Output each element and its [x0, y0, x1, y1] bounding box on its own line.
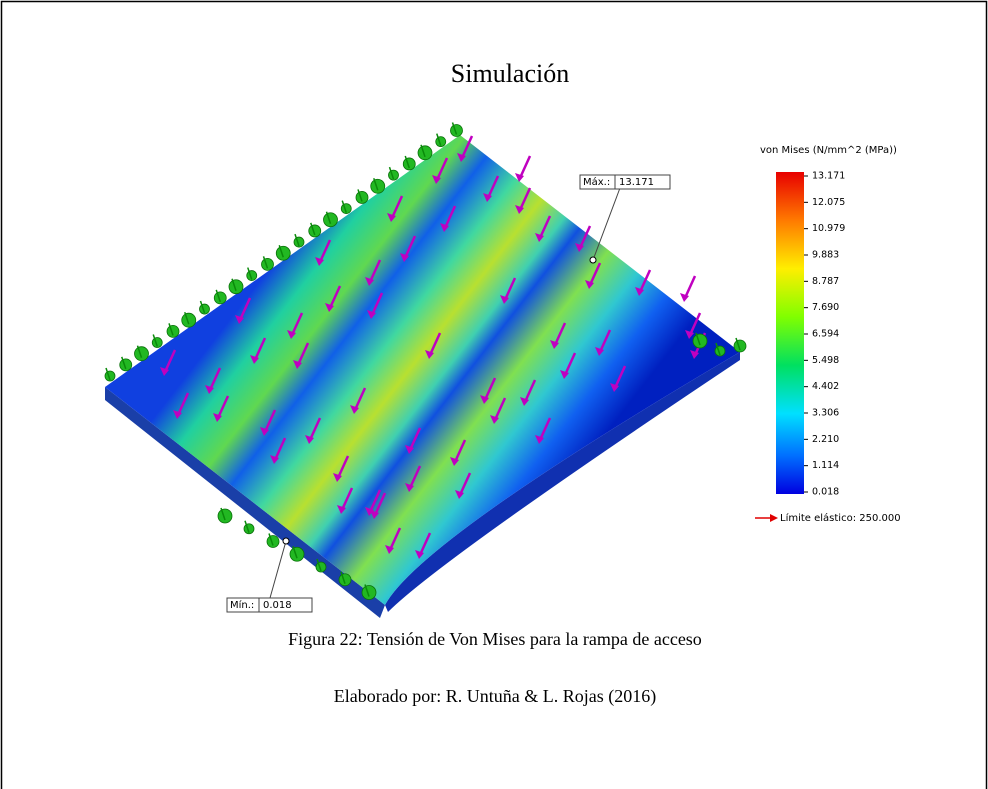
legend-tick-label: 6.594: [812, 329, 839, 340]
yield-label: Límite elástico: 250.000: [780, 512, 901, 524]
support: [214, 292, 226, 304]
legend-tick-label: 3.306: [812, 408, 839, 419]
support: [290, 547, 304, 561]
legend-title: von Mises (N/mm^2 (MPa)): [760, 145, 897, 156]
support: [182, 313, 196, 327]
load-arrow: [520, 156, 530, 178]
support: [362, 586, 376, 600]
legend-tick-label: 5.498: [812, 355, 839, 366]
support: [693, 334, 707, 348]
legend-tick-label: 8.787: [812, 276, 839, 287]
max-point: [590, 257, 596, 263]
support: [167, 325, 179, 337]
yield-arrow-head: [770, 514, 778, 522]
support: [276, 246, 290, 260]
plate: [105, 135, 740, 605]
credit: Elaborado por: R. Untuña & L. Rojas (201…: [334, 686, 656, 707]
support: [451, 124, 463, 136]
support: [120, 359, 132, 371]
figure: Simulación von Mises (N/mm^2 (MPa)) 13.1…: [0, 0, 988, 789]
support: [229, 280, 243, 294]
min-label: Mín.:: [230, 599, 254, 611]
support: [262, 258, 274, 270]
caption: Figura 22: Tensión de Von Mises para la …: [288, 629, 702, 649]
legend-tick-label: 0.018: [812, 487, 839, 498]
min-leader: [270, 541, 286, 598]
support: [324, 213, 338, 227]
title: Simulación: [451, 59, 569, 88]
support: [356, 191, 368, 203]
min-point: [283, 538, 289, 544]
support: [135, 347, 149, 361]
legend-tick-label: 10.979: [812, 223, 845, 234]
min-value: 0.018: [263, 600, 292, 611]
legend-tick-label: 13.171: [812, 171, 845, 182]
legend-tick-label: 12.075: [812, 197, 845, 208]
support: [734, 340, 746, 352]
support: [218, 509, 232, 523]
legend-tick-label: 9.883: [812, 250, 839, 261]
legend-tick-label: 1.114: [812, 460, 839, 471]
support: [267, 536, 279, 548]
support: [339, 574, 351, 586]
support: [403, 158, 415, 170]
load-arrow: [685, 276, 695, 298]
support: [418, 146, 432, 160]
max-label: Máx.:: [583, 176, 610, 188]
legend-tick-label: 7.690: [812, 302, 839, 313]
support: [371, 179, 385, 193]
color-bar: [776, 172, 804, 494]
support: [309, 225, 321, 237]
legend-tick-label: 4.402: [812, 381, 839, 392]
legend-tick-label: 2.210: [812, 434, 839, 445]
page: Simulación von Mises (N/mm^2 (MPa)) 13.1…: [0, 0, 988, 789]
max-value: 13.171: [619, 177, 654, 188]
